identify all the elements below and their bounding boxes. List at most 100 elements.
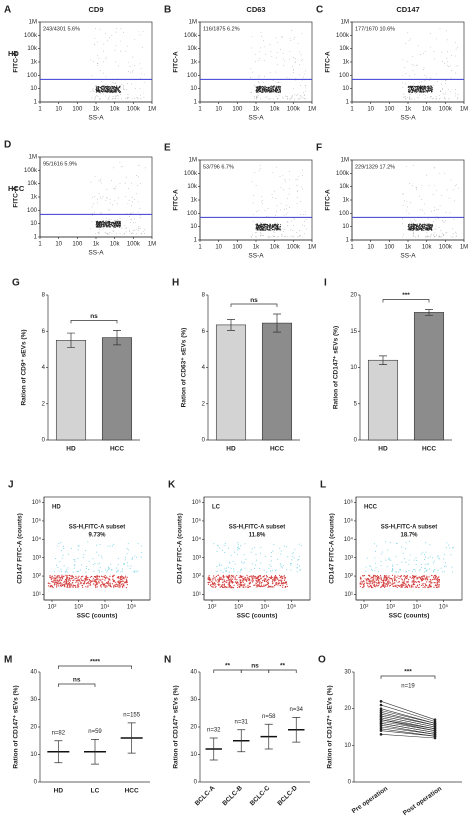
event-dot: [281, 567, 283, 569]
pre-point: [379, 700, 383, 703]
event-dot: [367, 586, 369, 588]
event-dot: [438, 576, 440, 578]
event-dot: [423, 227, 425, 229]
event-dot: [414, 583, 416, 585]
event-dot: [286, 585, 288, 588]
event-dot: [217, 574, 219, 577]
event-dot: [408, 40, 410, 42]
event-dot: [92, 583, 94, 585]
event-dot: [243, 554, 245, 556]
event-dot: [278, 227, 280, 229]
y-tick-label: 10k: [339, 46, 350, 52]
event-dot: [87, 541, 89, 543]
event-dot: [443, 235, 444, 236]
event-dot: [80, 581, 82, 583]
event-dot: [268, 236, 270, 238]
event-dot: [244, 576, 246, 578]
event-dot: [243, 583, 245, 586]
event-dot: [220, 569, 222, 571]
event-dot: [271, 89, 273, 91]
event-dot: [427, 225, 429, 227]
event-dot: [279, 547, 281, 549]
event-dot: [116, 222, 118, 224]
event-dot: [446, 189, 448, 191]
event-dot: [100, 212, 101, 214]
event-dot: [51, 575, 54, 577]
y-tick-label: 100: [27, 208, 38, 214]
y-tick-label: 10: [30, 752, 37, 758]
x-axis-label: SSC (counts): [389, 613, 430, 620]
event-dot: [278, 582, 281, 584]
event-dot: [400, 583, 402, 585]
event-dot: [419, 226, 421, 228]
event-dot: [114, 581, 116, 584]
event-dot: [261, 224, 263, 226]
event-dot: [427, 90, 429, 92]
event-dot: [394, 576, 396, 578]
event-dot: [86, 579, 88, 581]
event-dot: [416, 229, 418, 231]
pair-line: [380, 726, 436, 735]
event-dot: [117, 585, 119, 587]
event-dot: [278, 86, 280, 88]
event-dot: [277, 227, 279, 229]
event-dot: [277, 584, 279, 586]
event-dot: [230, 574, 233, 577]
event-dot: [237, 571, 239, 573]
event-dot: [125, 582, 128, 584]
x-tick-label: 10²: [360, 605, 369, 611]
event-dot: [436, 190, 438, 191]
event-dot: [75, 577, 78, 579]
event-dot: [141, 73, 143, 75]
event-dot: [402, 82, 404, 84]
event-dot: [67, 553, 69, 555]
event-dot: [404, 577, 406, 579]
event-dot: [262, 89, 264, 91]
event-dot: [409, 88, 411, 90]
y-tick-label: 5: [354, 401, 358, 407]
event-dot: [112, 87, 114, 89]
event-dot: [122, 586, 124, 588]
event-dot: [423, 87, 425, 89]
significance-label: **: [225, 663, 231, 670]
event-dot: [401, 581, 403, 583]
x-tick-label: 100: [232, 107, 243, 113]
event-dot: [227, 547, 229, 549]
x-tick-label: 10³: [234, 605, 243, 611]
event-dot: [405, 83, 406, 85]
event-dot: [120, 92, 122, 94]
event-dot: [267, 581, 269, 583]
event-dot: [287, 98, 288, 100]
panel-label: G: [12, 278, 20, 289]
event-dot: [68, 582, 70, 585]
event-dot: [225, 570, 227, 572]
gate-percent: 9.73%: [88, 533, 106, 539]
event-dot: [284, 585, 286, 588]
event-dot: [298, 555, 300, 557]
event-dot: [218, 563, 220, 565]
y-tick-label: 100k: [184, 171, 198, 177]
event-dot: [82, 575, 84, 577]
event-dot: [411, 227, 413, 229]
event-dot: [417, 86, 419, 88]
event-dot: [263, 569, 265, 571]
event-dot: [418, 91, 420, 93]
event-dot: [127, 549, 129, 551]
x-tick-label: 10²: [48, 605, 57, 611]
event-dot: [68, 581, 71, 584]
event-dot: [84, 549, 87, 552]
event-dot: [98, 193, 100, 194]
event-dot: [114, 87, 116, 89]
event-dot: [92, 213, 93, 214]
event-dot: [264, 555, 267, 558]
event-dot: [106, 582, 109, 584]
event-dot: [82, 586, 84, 588]
event-dot: [415, 86, 417, 88]
event-dot: [104, 85, 106, 87]
event-dot: [99, 226, 101, 228]
x-tick-label: 100: [384, 107, 395, 113]
event-dot: [438, 218, 439, 219]
event-dot: [426, 576, 428, 578]
event-dot: [418, 225, 420, 227]
event-dot: [434, 578, 436, 580]
